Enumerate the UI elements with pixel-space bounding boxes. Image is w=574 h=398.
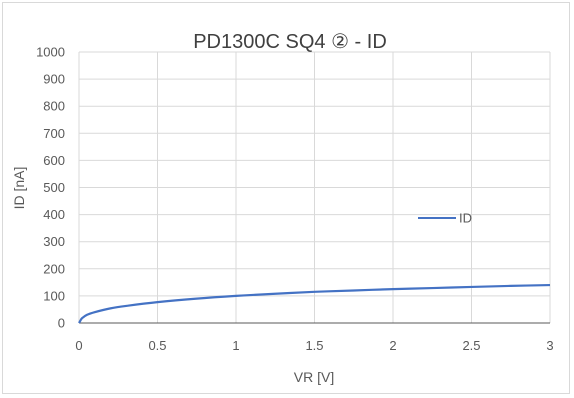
y-tick-label: 400 — [43, 207, 65, 222]
y-tick-label: 800 — [43, 99, 65, 114]
y-tick-label: 300 — [43, 234, 65, 249]
series-lines — [78, 283, 551, 324]
x-axis-title: VR [V] — [294, 369, 334, 385]
y-tick-label: 200 — [43, 261, 65, 276]
y-axis-title: ID [nA] — [11, 167, 27, 210]
legend: ID — [418, 211, 472, 226]
y-tick-label: 900 — [43, 72, 65, 87]
y-tick-label: 0 — [58, 316, 65, 331]
chart-frame — [2, 2, 570, 394]
y-tick-label: 600 — [43, 153, 65, 168]
axes — [78, 52, 550, 324]
y-tick-label: 500 — [43, 180, 65, 195]
series-line-id — [78, 283, 551, 324]
x-tick-label: 2 — [389, 338, 396, 353]
x-tick-label: 0 — [75, 338, 82, 353]
y-tick-label: 700 — [43, 126, 65, 141]
y-tick-label: 1000 — [36, 45, 65, 60]
x-tick-label: 1.5 — [305, 338, 323, 353]
x-tick-label: 3 — [546, 338, 553, 353]
y-tick-label: 100 — [43, 288, 65, 303]
grid-lines — [79, 51, 551, 323]
x-tick-label: 1 — [232, 338, 239, 353]
legend-label: ID — [459, 211, 472, 226]
chart-title: PD1300C SQ4 ② - ID — [193, 31, 387, 53]
x-tick-label: 0.5 — [148, 338, 166, 353]
x-tick-label: 2.5 — [462, 338, 480, 353]
tick-labels: 0 100 200 300 400 500 600 700 800 900 1000 0 0.5 1 1.5… — [36, 45, 554, 354]
